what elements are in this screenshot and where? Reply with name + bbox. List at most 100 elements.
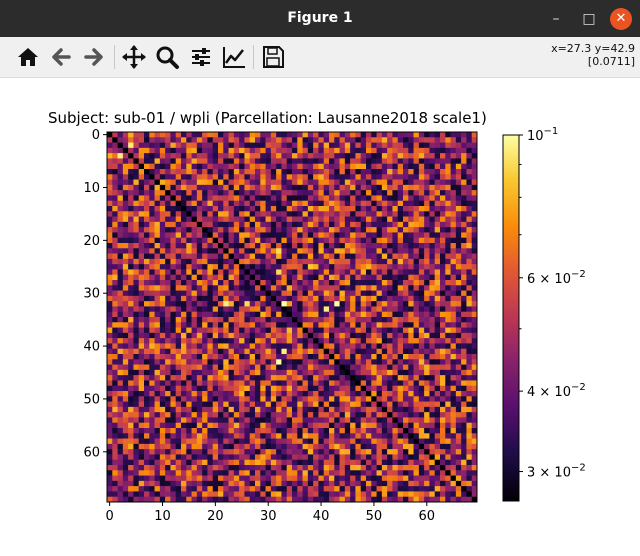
pan-button[interactable] [120,43,148,71]
heatmap-cell [466,227,473,233]
heatmap-cell [233,216,240,223]
heatmap-cell [286,179,293,186]
heatmap-cell [323,243,330,249]
heatmap-cell [408,422,414,429]
heatmap-cell [286,491,293,498]
heatmap-cell [191,449,198,455]
heatmap-cell [466,332,473,339]
heatmap-cell [228,227,235,233]
heatmap-cell [212,206,219,212]
heatmap-cell [128,470,134,476]
heatmap-cell [239,491,245,498]
heatmap-cell [408,348,414,355]
heatmap-cell [202,142,208,149]
heatmap-cell [413,248,420,254]
maximize-button[interactable]: □ [582,11,596,27]
heatmap-cell [408,443,414,450]
heatmap-cell [281,348,288,355]
zoom-button[interactable] [153,43,181,71]
heatmap-cell [313,417,319,424]
heatmap-cell [270,211,277,217]
heatmap-cell [196,380,203,387]
heatmap-cell [307,200,314,207]
heatmap-cell [218,311,224,318]
heatmap-cell [122,243,129,249]
heatmap-cell [387,348,393,355]
heatmap-cell [196,470,203,476]
heatmap-cell [418,364,425,371]
subplots-button[interactable] [187,43,215,71]
heatmap-cell [191,227,198,233]
heatmap-cell [292,433,298,439]
save-button[interactable] [259,43,287,71]
heatmap-cell [466,195,473,202]
heatmap-cell [329,480,335,487]
heatmap-cell [329,306,335,313]
back-button[interactable] [47,43,75,71]
heatmap-cell [133,147,140,154]
home-button[interactable] [14,43,42,71]
heatmap-cell [350,322,356,328]
heatmap-cell [424,422,430,429]
heatmap-cell [212,174,219,180]
minimize-button[interactable]: – [552,11,560,27]
heatmap-cell [218,274,224,281]
heatmap-cell [355,290,362,297]
heatmap-cell [397,443,404,450]
heatmap-cell [471,491,478,498]
edit-axes-button[interactable] [220,43,248,71]
heatmap-cell [218,306,224,313]
heatmap-cell [434,433,441,439]
heatmap-cell [408,391,414,397]
heatmap-cell [376,428,383,434]
heatmap-cell [323,348,330,355]
heatmap-cell [196,454,203,461]
heatmap-cell [207,248,214,254]
heatmap-cell [418,412,425,418]
heatmap-cell [181,465,187,471]
heatmap-cell [159,280,166,286]
forward-button[interactable] [80,43,108,71]
heatmap-cell [461,221,467,228]
heatmap-cell [292,465,298,471]
heatmap-cell [186,137,192,143]
heatmap-cell [329,200,335,207]
heatmap-cell [450,317,457,323]
heatmap-cell [255,343,261,350]
heatmap-cell [450,221,457,228]
heatmap-cell [376,443,383,450]
heatmap-cell [112,470,118,476]
heatmap-cell [371,332,377,339]
heatmap-cell [170,322,177,328]
heatmap-cell [297,211,303,217]
heatmap-cell [387,332,393,339]
heatmap-cell [318,369,325,376]
heatmap-cell [133,380,140,387]
heatmap-cell [371,364,377,371]
heatmap-cell [239,475,245,482]
heatmap-cell [138,375,145,381]
heatmap-cell [239,243,245,249]
heatmap-cell [117,338,124,344]
heatmap-cell [149,486,155,492]
heatmap-cell [276,406,282,413]
close-button[interactable]: ✕ [610,8,632,30]
heatmap-cell [461,364,467,371]
heatmap-cell [461,216,467,223]
heatmap-cell [154,496,161,503]
heatmap-cell [212,438,219,445]
heatmap-cell [265,406,272,413]
heatmap-cell [297,153,303,159]
heatmap-cell [466,428,473,434]
heatmap-cell [270,269,277,276]
heatmap-cell [313,163,319,170]
heatmap-cell [133,454,140,461]
heatmap-cell [350,311,356,318]
heatmap-cell [165,301,171,307]
heatmap-cell [440,369,446,376]
heatmap-cell [191,364,198,371]
heatmap-cell [175,364,182,371]
heatmap-cell [387,253,393,260]
heatmap-cell [286,343,293,350]
